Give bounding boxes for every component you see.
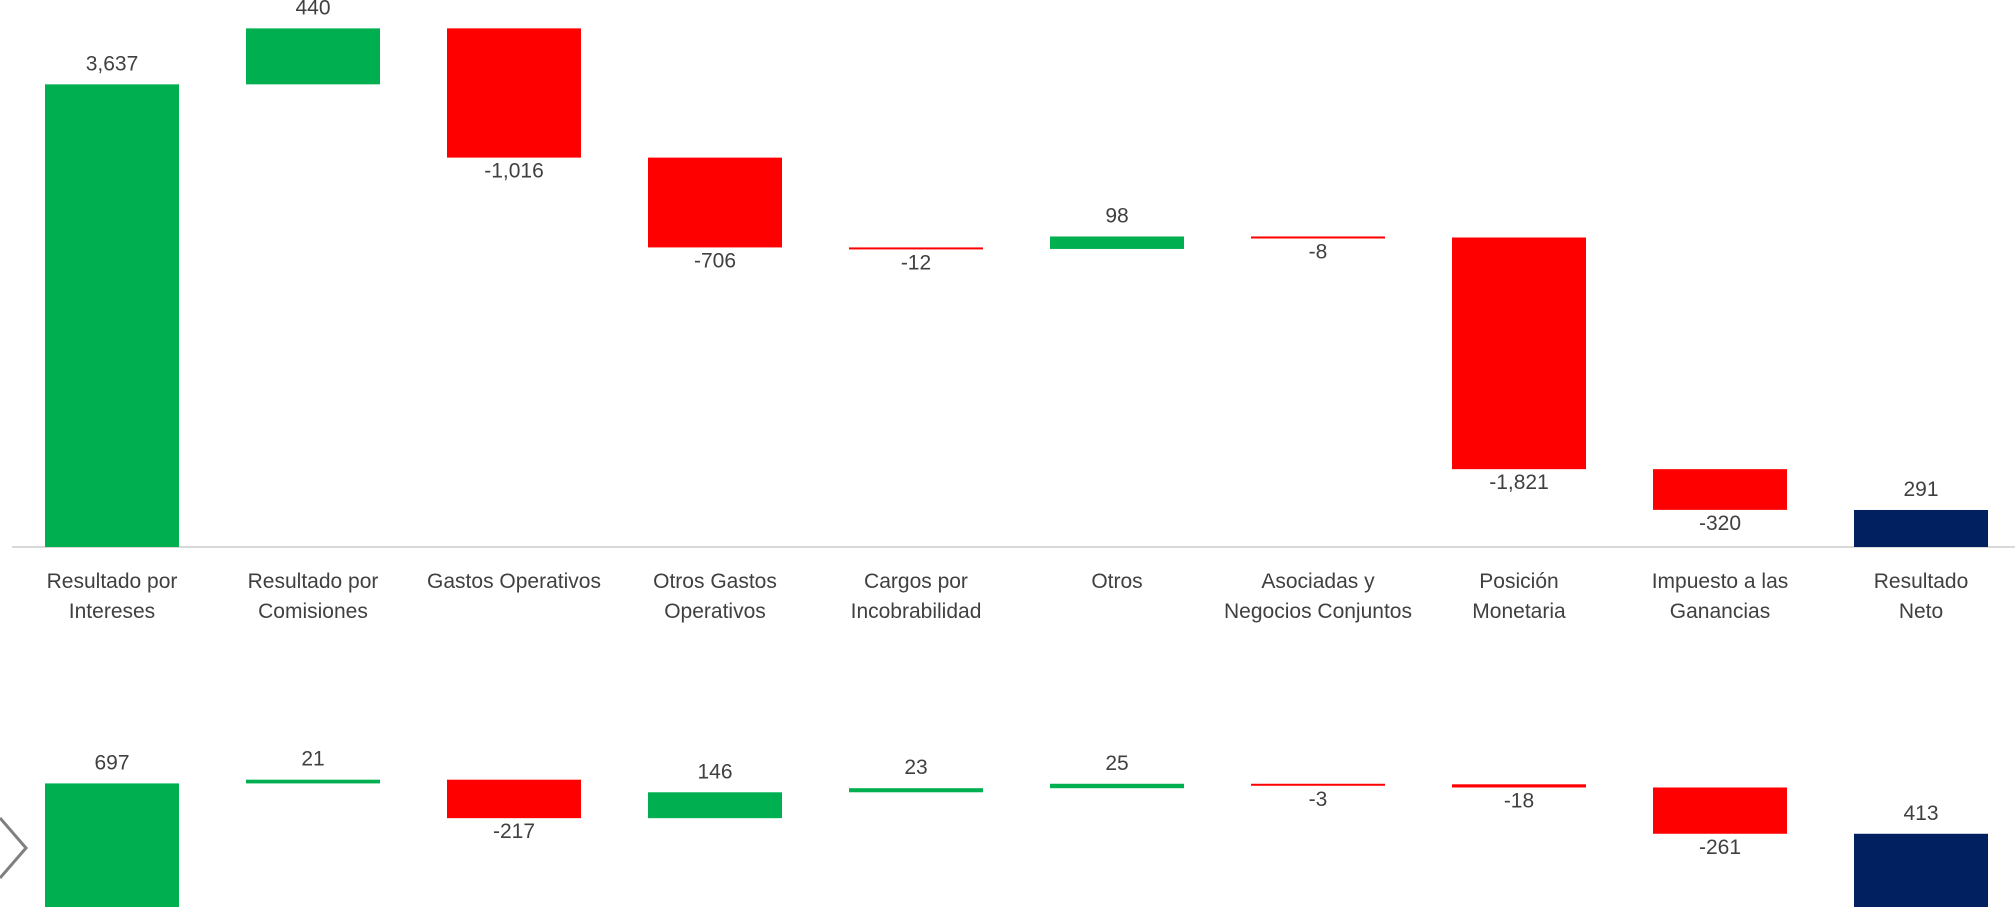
bar xyxy=(1452,784,1586,788)
data-label: 3,637 xyxy=(86,52,139,75)
bar xyxy=(849,247,983,250)
data-label: 98 xyxy=(1105,204,1128,227)
nav-chevron xyxy=(0,817,28,879)
bar xyxy=(1452,237,1586,470)
x-tick-label: Neto xyxy=(1899,600,1943,623)
x-tick-label: Cargos por xyxy=(864,570,968,593)
data-label: -1,821 xyxy=(1489,471,1549,494)
data-label: -8 xyxy=(1309,240,1328,263)
x-tick-label: Impuesto a las xyxy=(1652,570,1789,593)
bar xyxy=(1854,833,1988,907)
x-tick-label: Asociadas y xyxy=(1261,570,1375,593)
data-label: -12 xyxy=(901,251,931,274)
bar xyxy=(1251,236,1385,239)
data-label: 291 xyxy=(1903,478,1938,501)
bar xyxy=(1854,509,1988,547)
data-label: 25 xyxy=(1105,752,1128,775)
data-label: -3 xyxy=(1309,788,1328,811)
bar xyxy=(1653,469,1787,510)
bar xyxy=(246,28,380,85)
x-tick-label: Otros xyxy=(1091,570,1142,593)
data-label: -18 xyxy=(1504,789,1534,812)
bar xyxy=(648,157,782,248)
data-label: -261 xyxy=(1699,836,1741,859)
data-label: -1,016 xyxy=(484,160,544,183)
bar xyxy=(45,783,179,907)
bar xyxy=(1653,787,1787,834)
data-label: 21 xyxy=(301,748,324,771)
x-tick-label: Resultado xyxy=(1874,570,1969,593)
bar xyxy=(648,792,782,819)
bar xyxy=(246,779,380,784)
x-tick-label: Monetaria xyxy=(1472,600,1566,623)
data-label: -706 xyxy=(694,249,736,272)
x-tick-label: Resultado por xyxy=(47,570,178,593)
x-tick-label: Gastos Operativos xyxy=(427,570,601,593)
data-label: 23 xyxy=(904,756,927,779)
bar xyxy=(1050,236,1184,249)
bar xyxy=(849,788,983,793)
data-label: 697 xyxy=(94,751,129,774)
x-tick-label: Posición xyxy=(1479,570,1558,593)
data-label: -217 xyxy=(493,820,535,843)
x-tick-label: Intereses xyxy=(69,600,155,623)
x-tick-label: Ganancias xyxy=(1670,600,1770,623)
x-tick-label: Otros Gastos xyxy=(653,570,777,593)
bar xyxy=(1050,783,1184,789)
data-label: -320 xyxy=(1699,512,1741,535)
x-tick-label: Resultado por xyxy=(248,570,379,593)
x-tick-label: Operativos xyxy=(664,600,766,623)
data-label: 146 xyxy=(697,760,732,783)
x-tick-label: Comisiones xyxy=(258,600,368,623)
bar xyxy=(45,84,179,547)
bar xyxy=(447,779,581,819)
bar xyxy=(1251,783,1385,786)
bar xyxy=(447,28,581,158)
data-label: 440 xyxy=(295,0,330,19)
x-tick-label: Negocios Conjuntos xyxy=(1224,600,1412,623)
data-label: 413 xyxy=(1903,802,1938,825)
x-tick-label: Incobrabilidad xyxy=(851,600,982,623)
